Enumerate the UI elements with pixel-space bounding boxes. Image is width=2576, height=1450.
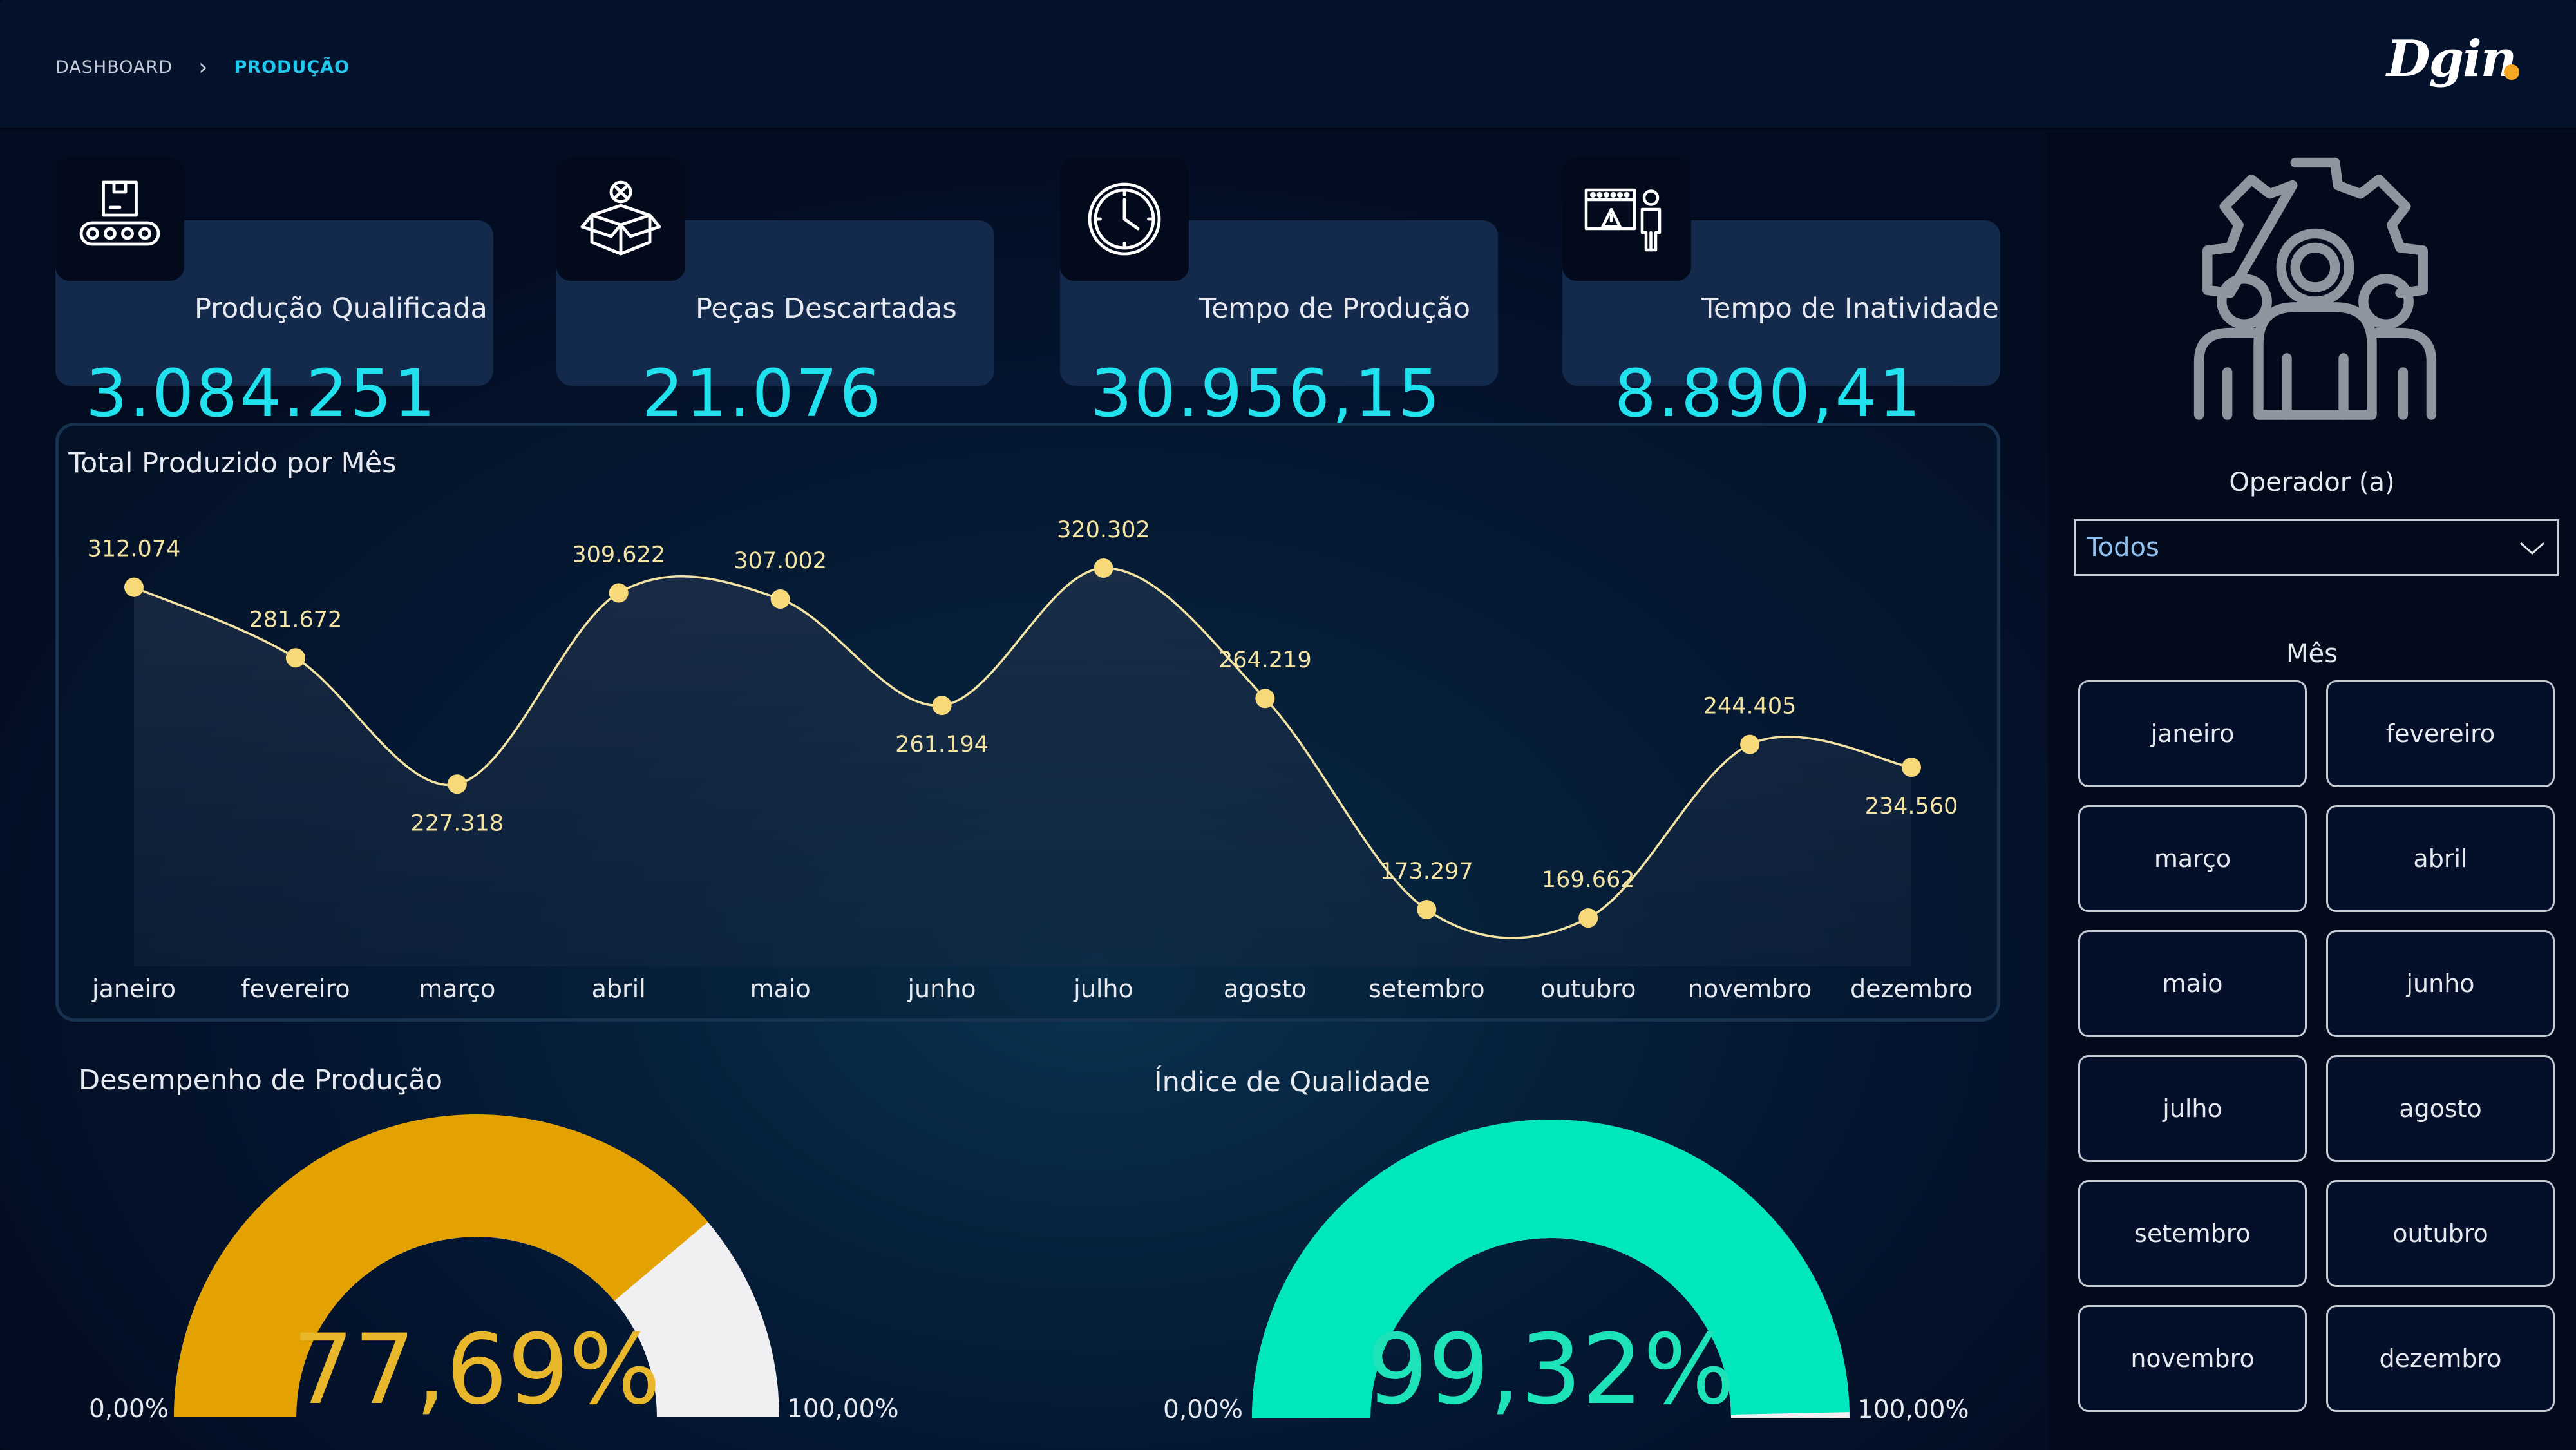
kpi-value: 30.956,15: [1090, 356, 1443, 432]
gauge-fill: [174, 1114, 708, 1417]
brand-logo: Dgin: [2387, 30, 2517, 88]
gauge-value-label: 77,69%: [292, 1314, 661, 1426]
conveyor-box-icon: [55, 157, 184, 281]
breadcrumb-current-page: PRODUÇÃO: [234, 57, 350, 77]
gauge-max-label: 100,00%: [787, 1395, 899, 1424]
month-filter-label: Mês: [2286, 639, 2338, 669]
month-button-junho[interactable]: junho: [2326, 930, 2555, 1037]
gauge-title-qualidade: Índice de Qualidade: [1154, 1066, 1431, 1098]
gauges-layer: 0,00% 100,00% 77,69% 0,00% 100,00% 99,32%: [89, 1114, 1969, 1426]
operators-gear-icon: [2193, 157, 2437, 420]
kpi-title: Tempo de Produção: [1199, 292, 1471, 325]
month-button-setembro[interactable]: setembro: [2078, 1180, 2307, 1287]
month-button-abril[interactable]: abril: [2326, 805, 2555, 912]
month-button-marco[interactable]: março: [2078, 805, 2307, 912]
month-button-julho[interactable]: julho: [2078, 1055, 2307, 1162]
gauge-fill: [1252, 1120, 1850, 1418]
operator-dropdown-value: Todos: [2087, 533, 2159, 562]
month-button-maio[interactable]: maio: [2078, 930, 2307, 1037]
kpi-card-background: Tempo de Produção 30.956,15: [1060, 220, 1498, 432]
month-slicer: janeiro fevereiro março abril maio junho…: [2078, 680, 2555, 1412]
kpi-title: Tempo de Inatividade: [1701, 292, 1999, 325]
operator-dropdown[interactable]: Todos: [2074, 519, 2559, 576]
kpi-value: 8.890,41: [1614, 356, 1923, 432]
kpi-card-background: Produção Qualificada 3.084.251: [55, 220, 493, 432]
chevron-down-icon: [2520, 542, 2544, 555]
kpi-card-tempo-producao: Tempo de Produção 30.956,15: [1060, 157, 1498, 432]
gauge-min-label: 0,00%: [89, 1395, 169, 1424]
month-button-agosto[interactable]: agosto: [2326, 1055, 2555, 1162]
month-button-novembro[interactable]: novembro: [2078, 1305, 2307, 1412]
filter-sidebar: Operador (a) Todos Mês janeiro fevereiro…: [2048, 133, 2576, 1450]
chart-title: Total Produzido por Mês: [68, 447, 397, 479]
header-bar: DASHBOARD › PRODUÇÃO Dgin: [0, 0, 2576, 130]
month-button-fevereiro[interactable]: fevereiro: [2326, 680, 2555, 787]
month-button-janeiro[interactable]: janeiro: [2078, 680, 2307, 787]
kpi-card-producao-qualificada: Produção Qualificada 3.084.251: [55, 157, 493, 432]
gauge-title-desempenho: Desempenho de Produção: [79, 1064, 443, 1096]
breadcrumb: DASHBOARD › PRODUÇÃO: [55, 53, 350, 81]
gauge-track: [174, 1114, 779, 1417]
kpi-title: Peças Descartadas: [696, 292, 957, 325]
brand-logo-dot: [2504, 64, 2519, 80]
gauge-max-label: 100,00%: [1857, 1395, 1969, 1424]
gauge-value-label: 99,32%: [1367, 1314, 1735, 1426]
kpi-card-pecas-descartadas: Peças Descartadas 21.076: [556, 157, 994, 432]
kpi-value: 3.084.251: [85, 356, 438, 432]
operator-filter-label: Operador (a): [2229, 468, 2395, 497]
discarded-box-icon: [556, 157, 685, 281]
gauge-min-label: 0,00%: [1163, 1395, 1243, 1424]
gauge-track: [1252, 1120, 1850, 1418]
breadcrumb-dashboard-link[interactable]: DASHBOARD: [55, 57, 173, 77]
month-button-outubro[interactable]: outubro: [2326, 1180, 2555, 1287]
month-button-dezembro[interactable]: dezembro: [2326, 1305, 2555, 1412]
line-chart-card: [55, 423, 2000, 1022]
idle-operator-icon: [1562, 157, 1691, 281]
breadcrumb-chevron-icon: ›: [198, 53, 209, 81]
kpi-card-tempo-inatividade: Tempo de Inatividade 8.890,41: [1562, 157, 2000, 432]
kpi-title: Produção Qualificada: [194, 292, 488, 325]
clock-icon: [1060, 157, 1189, 281]
kpi-value: 21.076: [641, 356, 884, 432]
